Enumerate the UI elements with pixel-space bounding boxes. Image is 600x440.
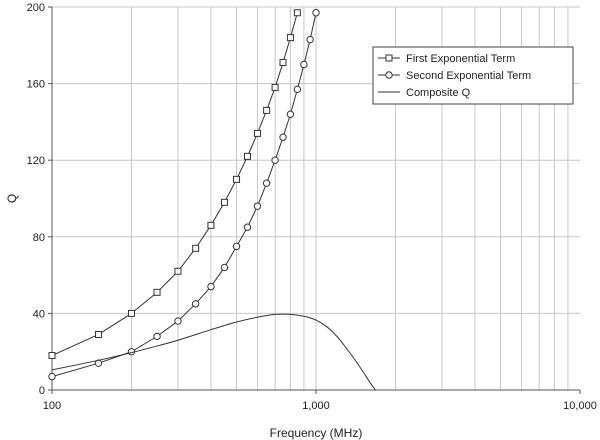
series-2-point <box>300 60 308 69</box>
y-axis-title: Q <box>5 194 19 203</box>
series-2-point <box>293 85 302 94</box>
x-tick-label: 1,000 <box>302 400 330 412</box>
series-2-point <box>286 110 295 118</box>
legend-label: Composite Q <box>406 87 471 99</box>
series-2-point <box>306 35 314 44</box>
series-line-1 <box>52 12 298 356</box>
legend-label: Second Exponential Term <box>406 70 531 82</box>
series-2-point <box>48 372 56 381</box>
series-2-point <box>220 263 229 272</box>
series-2-point <box>279 133 287 141</box>
series-2-point <box>191 300 200 308</box>
series-2-point <box>243 223 252 231</box>
y-tick-label: 80 <box>33 232 45 244</box>
y-tick-label: 160 <box>27 79 45 91</box>
series-1-point <box>220 198 228 206</box>
series-1-point <box>48 352 56 360</box>
x-axis-title: Frequency (MHz) <box>270 426 363 440</box>
series-line-3 <box>52 313 377 390</box>
series-1-point <box>293 9 301 17</box>
series-1-point <box>286 34 294 42</box>
series-1-point <box>127 309 135 317</box>
series-1-point <box>271 83 279 91</box>
series-1-point <box>279 59 287 67</box>
series-2-point <box>312 9 320 17</box>
y-tick-label: 200 <box>27 2 45 14</box>
series-1-point <box>243 152 251 160</box>
x-tick-label: 10,000 <box>563 400 597 412</box>
series-2-point <box>262 179 271 187</box>
legend-swatch-marker <box>385 71 393 79</box>
series-1-point <box>207 221 215 229</box>
legend-label: First Exponential Term <box>406 53 515 65</box>
series-2-point <box>207 282 215 291</box>
series-2-point <box>253 202 262 210</box>
legend-swatch-marker <box>385 54 393 62</box>
series-2-point <box>153 332 161 341</box>
y-tick-label: 40 <box>33 308 45 320</box>
legend-box <box>372 46 574 105</box>
series-2-point <box>232 242 241 251</box>
series-2-point <box>271 156 279 164</box>
series-1-point <box>192 244 200 252</box>
series-1-point <box>263 106 271 114</box>
series-1-point <box>94 330 102 338</box>
series-1-point <box>174 267 182 275</box>
series-1-point <box>153 288 161 296</box>
series-line-2 <box>52 12 317 378</box>
x-tick-label: 100 <box>43 400 61 412</box>
y-tick-label: 120 <box>27 155 45 167</box>
series-1-point <box>233 175 241 183</box>
series-1-point <box>253 129 261 137</box>
series-2-point <box>174 317 182 325</box>
y-tick-label: 0 <box>39 385 45 397</box>
